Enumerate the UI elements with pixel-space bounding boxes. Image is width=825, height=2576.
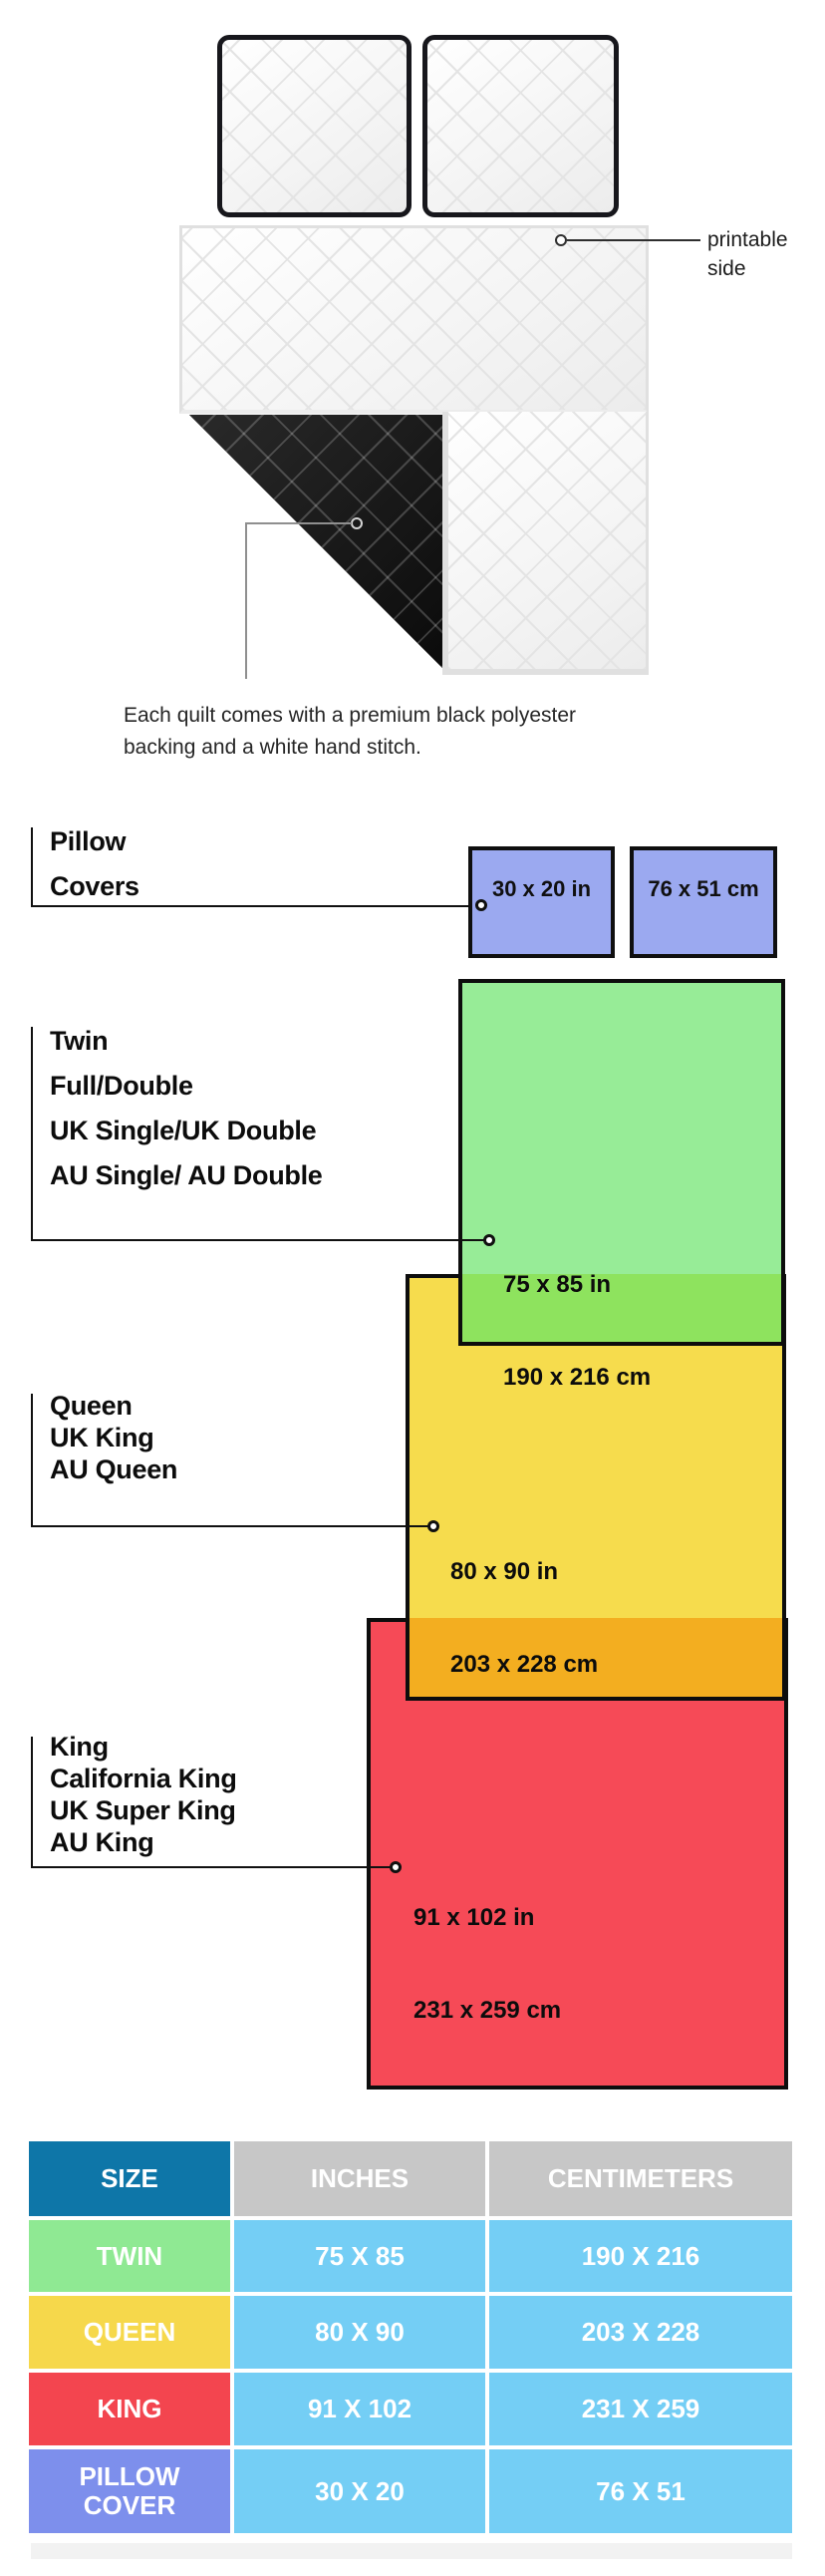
table-row-pillow-size: PILLOW COVER [29, 2449, 230, 2533]
twin-bracket-horizontal [31, 1239, 487, 1241]
table-shadow-strip [31, 2543, 792, 2559]
table-row-pillow-cm: 76 X 51 [489, 2449, 792, 2533]
printable-side-marker [555, 234, 567, 246]
printable-side-label: printable side [707, 228, 788, 280]
table-row-queen-cm: 203 X 228 [489, 2296, 792, 2369]
pillow-cover-inches-box: 30 x 20 in [468, 846, 615, 958]
table-header-size: SIZE [29, 2141, 230, 2216]
king-measurements: 91 x 102 in 231 x 259 cm [413, 1904, 562, 2024]
pillow-covers-bracket-vertical [31, 827, 33, 907]
table-row-king-cm: 231 X 259 [489, 2373, 792, 2445]
king-bracket-vertical [31, 1737, 33, 1868]
printable-side-line [567, 239, 700, 241]
queen-bracket-horizontal [31, 1525, 431, 1527]
table-row-twin-cm: 190 X 216 [489, 2220, 792, 2292]
table-header-inches: INCHES [234, 2141, 485, 2216]
backing-annotation-marker [351, 517, 363, 529]
king-bracket-horizontal [31, 1866, 394, 1868]
backing-annotation-line-vertical [245, 522, 247, 679]
table-row-pillow-inches: 30 X 20 [234, 2449, 485, 2533]
pillow-illustration-right [422, 35, 619, 217]
table-row-queen-size: QUEEN [29, 2296, 230, 2369]
king-marker [390, 1861, 402, 1873]
quilt-black-backing-fold [189, 415, 442, 668]
queen-label: Queen UK King AU Queen [50, 1391, 178, 1484]
table-row-king-inches: 91 X 102 [234, 2373, 485, 2445]
king-label: King California King UK Super King AU Ki… [50, 1732, 237, 1857]
pillow-cover-cm-value: 76 x 51 cm [648, 876, 759, 901]
backing-annotation-line-horizontal [246, 522, 352, 524]
twin-size-rectangle [458, 979, 785, 1346]
twin-bracket-vertical [31, 1027, 33, 1241]
twin-marker [483, 1234, 495, 1246]
twin-label: Twin Full/Double UK Single/UK Double AU … [50, 1026, 323, 1190]
table-row-pillow-size-text: PILLOW COVER [79, 2461, 180, 2520]
queen-measurements: 80 x 90 in 203 x 228 cm [450, 1558, 599, 1678]
table-header-centimeters: CENTIMETERS [489, 2141, 792, 2216]
pillow-covers-bracket-horizontal [31, 905, 478, 907]
pillow-covers-marker [475, 899, 487, 911]
pillow-cover-inches-value: 30 x 20 in [491, 876, 592, 901]
table-row-twin-inches: 75 X 85 [234, 2220, 485, 2292]
table-row-king-size: KING [29, 2373, 230, 2445]
pillow-cover-cm-box: 76 x 51 cm [630, 846, 777, 958]
quilt-top-panel [179, 225, 649, 414]
table-row-twin-size: TWIN [29, 2220, 230, 2292]
size-table: SIZE INCHES CENTIMETERS TWIN 75 X 85 190… [29, 2141, 792, 2533]
pillow-covers-label: Pillow Covers [50, 826, 139, 901]
table-row-queen-inches: 80 X 90 [234, 2296, 485, 2369]
quilt-caption: Each quilt comes with a premium black po… [124, 704, 577, 759]
quilt-right-panel [442, 412, 649, 675]
twin-measurements: 75 x 85 in 190 x 216 cm [503, 1271, 652, 1391]
queen-marker [427, 1520, 439, 1532]
queen-bracket-vertical [31, 1394, 33, 1527]
pillow-illustration-left [217, 35, 412, 217]
